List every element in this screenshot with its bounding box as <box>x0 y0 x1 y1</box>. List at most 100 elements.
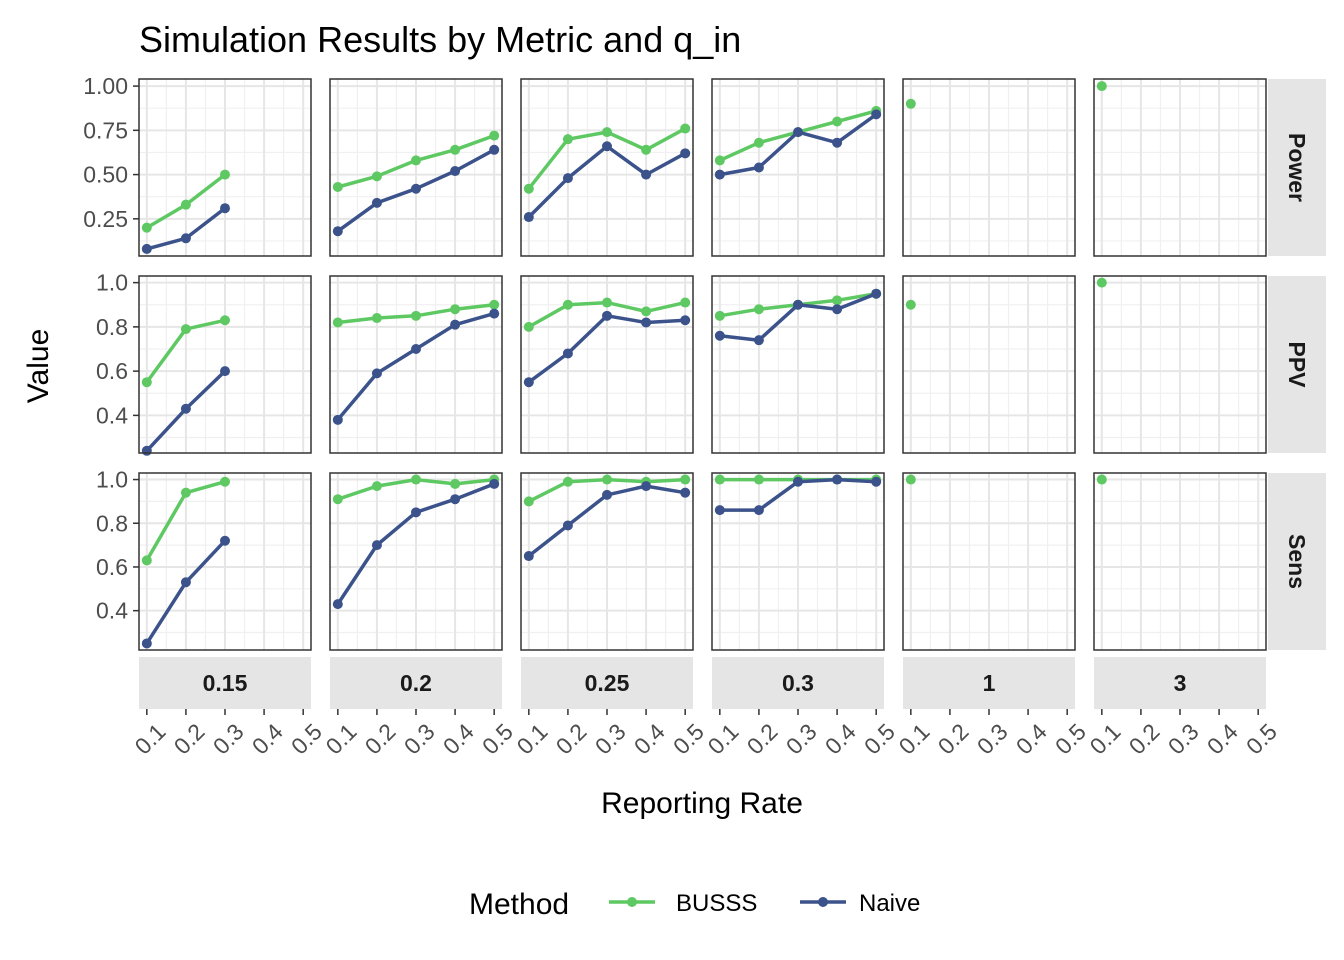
y-tick-label: 0.50 <box>83 162 128 188</box>
data-point-naive <box>141 445 152 456</box>
panel-power-0.25 <box>520 78 694 257</box>
data-point-busss <box>562 476 573 487</box>
data-point-busss <box>332 181 343 192</box>
panel-power-0.2 <box>329 78 503 257</box>
data-point-busss <box>1096 474 1107 485</box>
legend-title: Method <box>469 888 569 921</box>
panel-power-1 <box>902 78 1076 257</box>
data-point-busss <box>832 116 843 127</box>
panel-border <box>520 472 694 651</box>
panel-border <box>520 275 694 454</box>
data-point-busss <box>180 199 191 210</box>
column-strip-label: 0.25 <box>585 670 630 696</box>
data-point-busss <box>714 155 725 166</box>
data-point-naive <box>489 308 500 319</box>
panel-border <box>138 472 312 651</box>
column-strip-0.3 <box>712 657 884 709</box>
data-point-busss <box>1096 277 1107 288</box>
data-point-naive <box>714 169 725 180</box>
data-point-naive <box>793 476 803 487</box>
data-point-busss <box>141 377 152 388</box>
data-point-naive <box>602 489 612 500</box>
data-point-busss <box>450 304 461 315</box>
data-point-busss <box>523 183 534 194</box>
data-point-busss <box>562 134 573 145</box>
panel-border <box>711 472 885 651</box>
data-point-busss <box>220 315 230 326</box>
panel-sens-1: 10.10.20.30.40.5 <box>894 472 1091 759</box>
data-point-naive <box>832 137 843 148</box>
row-strip-ppv <box>1268 276 1326 453</box>
y-tick-label: 1.0 <box>96 467 128 493</box>
y-tick-label: 0.8 <box>96 510 128 536</box>
column-strip-1 <box>903 657 1075 709</box>
data-point-busss <box>371 481 382 492</box>
data-point-busss <box>411 310 421 321</box>
row-strip-power <box>1268 79 1326 256</box>
y-axis-title: Value <box>22 329 55 404</box>
data-point-naive <box>371 540 382 551</box>
data-point-busss <box>411 155 421 166</box>
row-strip-sens <box>1268 473 1326 650</box>
panel-border <box>138 275 312 454</box>
x-axis-title: Reporting Rate <box>601 787 803 820</box>
y-tick-label: 1.0 <box>96 270 128 296</box>
data-point-naive <box>332 226 343 237</box>
row-strip-label: PPV <box>1284 341 1310 388</box>
panel-border <box>138 78 312 257</box>
column-strip-0.25 <box>521 657 693 709</box>
data-point-busss <box>332 317 343 328</box>
data-point-naive <box>832 474 843 485</box>
data-point-busss <box>714 310 725 321</box>
panel-border <box>1093 472 1267 651</box>
data-point-busss <box>141 222 152 233</box>
data-point-naive <box>180 233 191 244</box>
panel-border <box>1093 78 1267 257</box>
row-strip-label: Sens <box>1284 534 1310 589</box>
data-point-busss <box>523 496 534 507</box>
data-point-busss <box>1096 81 1107 92</box>
column-strip-label: 0.3 <box>782 670 814 696</box>
data-point-busss <box>832 295 843 306</box>
data-point-busss <box>602 297 612 308</box>
data-point-busss <box>680 297 691 308</box>
data-point-naive <box>680 148 691 159</box>
data-point-busss <box>371 313 382 324</box>
row-strip-label: Power <box>1284 133 1310 202</box>
column-strip-3 <box>1094 657 1266 709</box>
panel-ppv-0.15: 0.4 0.6 0.8 1.0 <box>96 270 312 456</box>
data-point-busss <box>753 474 764 485</box>
data-point-busss <box>180 324 191 335</box>
legend-key-point <box>818 897 828 907</box>
panel-border <box>520 78 694 257</box>
panel-ppv-0.3 <box>711 275 885 454</box>
data-point-naive <box>753 505 764 516</box>
data-point-naive <box>641 169 652 180</box>
data-point-busss <box>905 98 916 109</box>
data-point-naive <box>871 476 882 487</box>
data-point-naive <box>793 299 803 310</box>
data-point-naive <box>411 183 421 194</box>
data-point-busss <box>220 476 230 487</box>
panel-ppv-0.25 <box>520 275 694 454</box>
legend-key-naive <box>800 897 846 907</box>
legend-label-naive: Naive <box>859 890 920 917</box>
data-point-naive <box>180 403 191 414</box>
panel-border <box>902 78 1076 257</box>
column-strip-label: 0.2 <box>400 670 432 696</box>
data-point-busss <box>450 144 461 155</box>
data-point-naive <box>714 505 725 516</box>
data-point-naive <box>523 377 534 388</box>
column-strip-0.15 <box>139 657 311 709</box>
data-point-naive <box>562 348 573 359</box>
data-point-naive <box>562 520 573 531</box>
data-point-naive <box>523 551 534 562</box>
panel-border <box>329 472 503 651</box>
legend-label-busss: BUSSS <box>676 890 757 917</box>
data-point-busss <box>905 299 916 310</box>
panel-power-0.15: 0.25 0.50 0.75 1.00 <box>83 73 312 257</box>
data-point-busss <box>562 299 573 310</box>
column-strip-0.2 <box>330 657 502 709</box>
